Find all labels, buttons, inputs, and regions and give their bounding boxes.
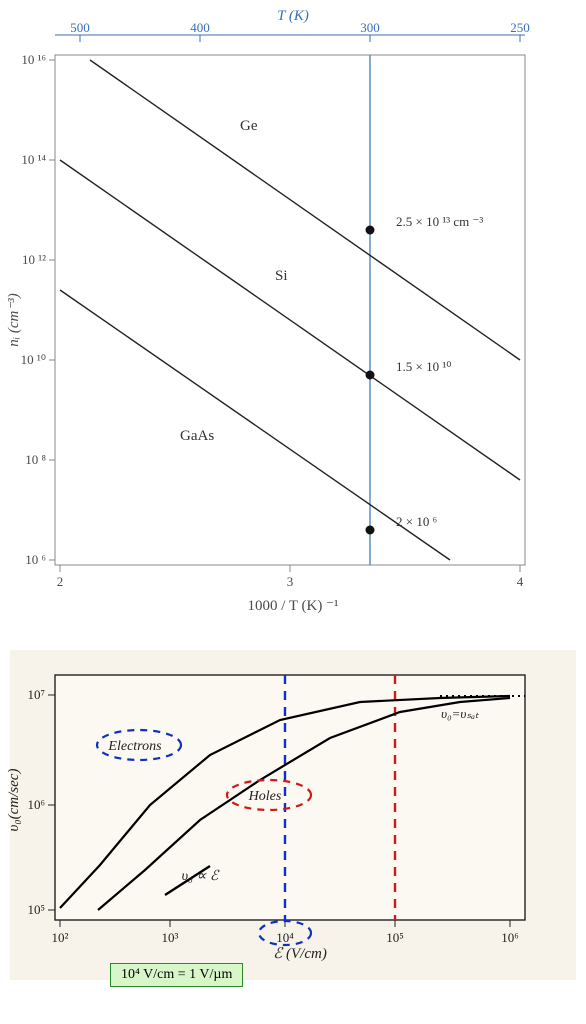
top-tick: 500 xyxy=(70,20,90,35)
point-label: 2 × 10 ⁶ xyxy=(396,514,437,529)
point-label: 1.5 × 10 ¹⁰ xyxy=(396,359,451,374)
y-tick: 10 ¹² xyxy=(22,252,46,267)
conversion-note-wrap: 10⁴ V/cm = 1 V/µm xyxy=(110,963,243,987)
x-axis-label: 1000 / T (K) ⁻¹ xyxy=(247,598,338,614)
by-tick: 10⁵ xyxy=(27,902,45,917)
bx-tick: 10⁴ xyxy=(276,930,294,945)
drift-svg: 10² 10³ 10⁴ 10⁵ 10⁶ 10⁵ 10⁶ 10⁷ Electrons Holes… xyxy=(0,640,586,1010)
intrinsic-carrier-chart: T (K) 500 400 300 250 10 ⁶ 10 ⁸ 10 ¹⁰ 10 ¹² 10 … xyxy=(0,0,586,640)
annotation-text: Electrons xyxy=(107,739,162,754)
x-tick: 3 xyxy=(287,574,294,589)
y-axis-label: nᵢ (cm⁻³) xyxy=(6,293,22,347)
annotation-text: Holes xyxy=(248,789,282,804)
intrinsic-svg: T (K) 500 400 300 250 10 ⁶ 10 ⁸ 10 ¹⁰ 10 ¹² 10 … xyxy=(0,0,586,640)
x-tick: 2 xyxy=(57,574,64,589)
bottom-x-label: ℰ (V/cm) xyxy=(273,946,327,962)
y-tick: 10 ⁸ xyxy=(25,452,46,467)
bx-tick: 10⁵ xyxy=(386,930,404,945)
by-tick: 10⁶ xyxy=(27,797,45,812)
y-tick: 10 ⁶ xyxy=(25,552,46,567)
conversion-note: 10⁴ V/cm = 1 V/µm xyxy=(110,963,243,987)
top-tick: 300 xyxy=(360,20,380,35)
top-tick: 250 xyxy=(510,20,530,35)
bx-tick: 10³ xyxy=(162,930,179,945)
x-tick: 4 xyxy=(517,574,524,589)
y-tick: 10 ¹⁶ xyxy=(21,52,46,67)
drift-velocity-chart: 10² 10³ 10⁴ 10⁵ 10⁶ 10⁵ 10⁶ 10⁷ Electrons Holes… xyxy=(0,640,586,1010)
y-tick: 10 ¹⁴ xyxy=(21,152,46,167)
annotation-text: υ₀=υₛₐₜ xyxy=(441,706,480,721)
top-tick: 400 xyxy=(190,20,210,35)
bx-tick: 10² xyxy=(52,930,69,945)
by-tick: 10⁷ xyxy=(27,687,45,702)
y-tick: 10 ¹⁰ xyxy=(21,352,46,367)
curve-label: GaAs xyxy=(180,428,214,444)
annotation-text: υ₀ ∝ ℰ xyxy=(182,869,220,884)
curve-label: Ge xyxy=(240,118,258,134)
bx-tick: 10⁶ xyxy=(501,930,519,945)
bottom-y-label: υ₀(cm/sec) xyxy=(6,769,22,832)
top-axis-title: T (K) xyxy=(277,8,309,24)
curve-label: Si xyxy=(275,268,288,284)
point-label: 2.5 × 10 ¹³ cm ⁻³ xyxy=(396,214,483,229)
